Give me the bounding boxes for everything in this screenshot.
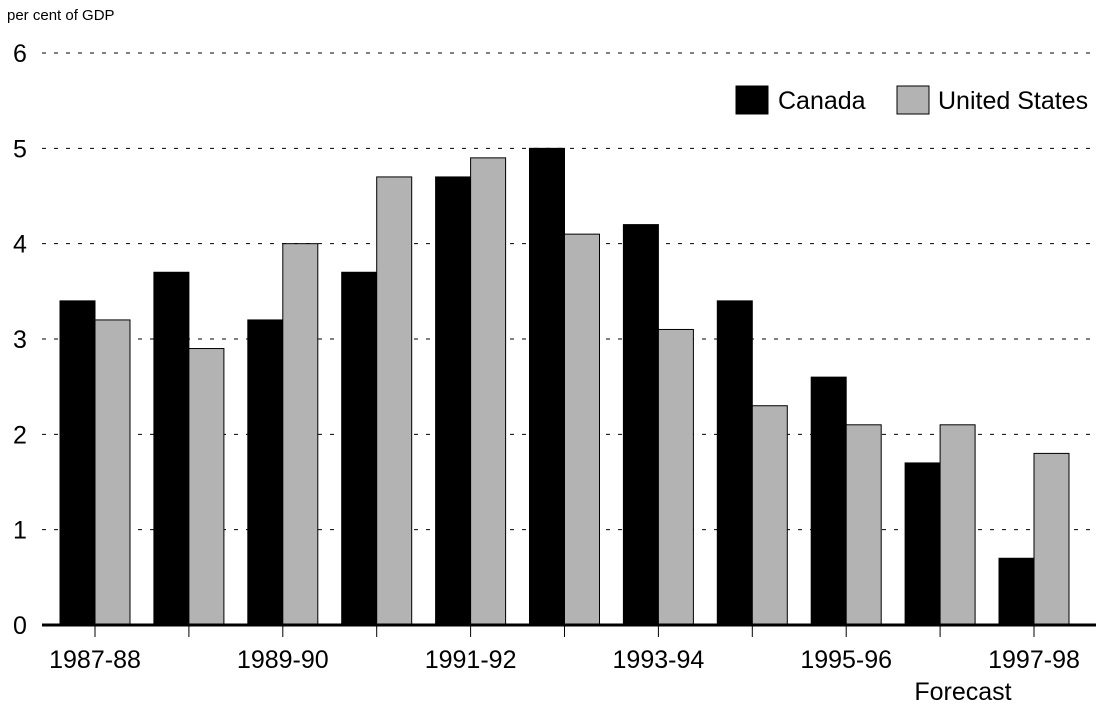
forecast-annotation: Forecast: [914, 678, 1011, 706]
y-axis-ticks: 0 1 2 3 4 5 6: [13, 40, 27, 640]
bar-united-states: [94, 319, 131, 626]
bar-canada: [153, 271, 190, 626]
x-tick-label: 1993-94: [613, 646, 705, 674]
bar-canada: [59, 300, 96, 626]
bar-united-states: [1033, 452, 1070, 626]
bar-united-states: [751, 405, 788, 626]
bar-canada: [622, 224, 659, 626]
bar-united-states: [188, 348, 225, 626]
y-tick-label: 0: [13, 612, 27, 640]
legend: Canada United States: [735, 85, 1088, 115]
bar-canada: [247, 319, 284, 626]
legend-swatch-canada: [735, 85, 769, 115]
bar-canada: [341, 271, 378, 626]
x-tick-label: 1995-96: [800, 646, 892, 674]
bar-canada: [435, 176, 472, 626]
x-tick-label: 1997-98: [988, 646, 1080, 674]
y-tick-label: 2: [13, 421, 27, 449]
bar-united-states: [564, 233, 600, 626]
y-tick-label: 1: [13, 517, 27, 545]
bar-united-states: [657, 328, 694, 626]
x-tick-label: 1987-88: [49, 646, 141, 674]
bar-canada: [716, 300, 753, 626]
bar-united-states: [282, 243, 319, 626]
bar-canada: [810, 376, 847, 626]
legend-label-canada: Canada: [778, 87, 866, 115]
bar-united-states: [470, 157, 507, 626]
x-tick-label: 1989-90: [237, 646, 329, 674]
bar-canada: [998, 557, 1035, 626]
bar-united-states: [376, 176, 413, 626]
y-tick-label: 3: [13, 326, 27, 354]
x-tick-label: 1991-92: [425, 646, 517, 674]
bar-united-states: [845, 424, 882, 626]
legend-swatch-united-states: [896, 85, 930, 115]
bar-united-states: [939, 424, 976, 626]
bar-canada: [904, 462, 941, 626]
y-tick-label: 6: [13, 40, 27, 68]
y-tick-label: 5: [13, 135, 27, 163]
bars: [59, 147, 1070, 626]
x-axis-ticks: 1987-88 1989-90 1991-92 1993-94 1995-96 1997-…: [49, 625, 1080, 674]
y-tick-label: 4: [13, 231, 27, 259]
bar-canada: [529, 147, 565, 626]
legend-label-united-states: United States: [938, 87, 1088, 115]
y-axis-label: per cent of GDP: [7, 7, 115, 24]
